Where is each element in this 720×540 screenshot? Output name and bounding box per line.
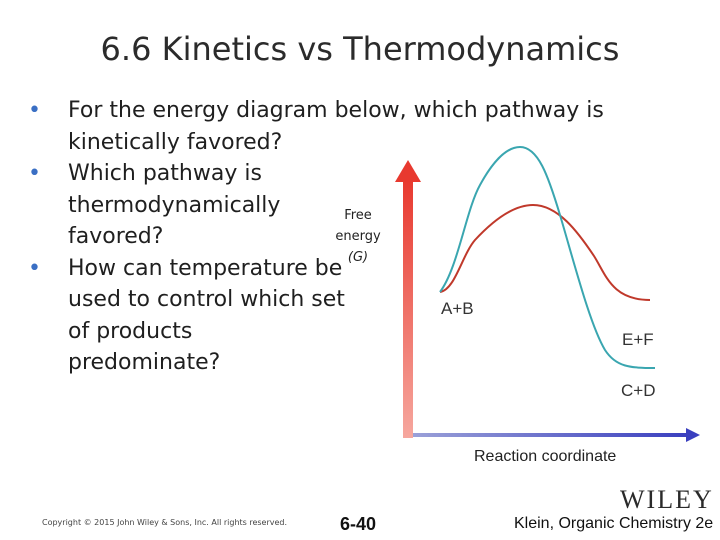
copyright-notice: Copyright © 2015 John Wiley & Sons, Inc.… <box>42 518 288 527</box>
bullet-item: • Which pathway is thermodynamically fav… <box>28 158 308 253</box>
bullet-text: How can temperature be used to control w… <box>68 255 345 376</box>
y-axis-label: Free energy (G) <box>326 205 390 268</box>
bullet-item: • For the energy diagram below, which pa… <box>28 95 658 158</box>
y-axis-label-line: (G) <box>347 250 369 265</box>
up-arrow-icon <box>395 160 421 438</box>
blue-pathway-curve <box>439 145 656 369</box>
bullet-list: • For the energy diagram below, which pa… <box>28 95 648 379</box>
red-product-label: E+F <box>622 330 654 349</box>
book-credit: Klein, Organic Chemistry 2e <box>514 515 714 532</box>
bullet-dot-icon: • <box>28 98 41 123</box>
bullet-dot-icon: • <box>28 161 41 186</box>
slide-title: 6.6 Kinetics vs Thermodynamics <box>100 30 620 68</box>
y-axis-label-line: Free <box>344 208 372 223</box>
blue-product-label: C+D <box>621 381 655 400</box>
x-axis-label: Reaction coordinate <box>474 448 616 465</box>
slide-number: 6-40 <box>340 514 377 534</box>
bullet-text: For the energy diagram below, which path… <box>68 98 604 155</box>
publisher-logo: WILEY <box>620 485 714 514</box>
bullet-dot-icon: • <box>28 255 41 281</box>
bullet-text: Which pathway is thermodynamically favor… <box>68 161 281 249</box>
red-pathway-curve <box>439 203 651 301</box>
reactant-label: A+B <box>441 299 474 318</box>
y-axis-label-line: energy <box>335 229 381 244</box>
right-arrow-icon <box>413 428 700 442</box>
bullet-item: • How can temperature be used to control… <box>28 253 348 379</box>
